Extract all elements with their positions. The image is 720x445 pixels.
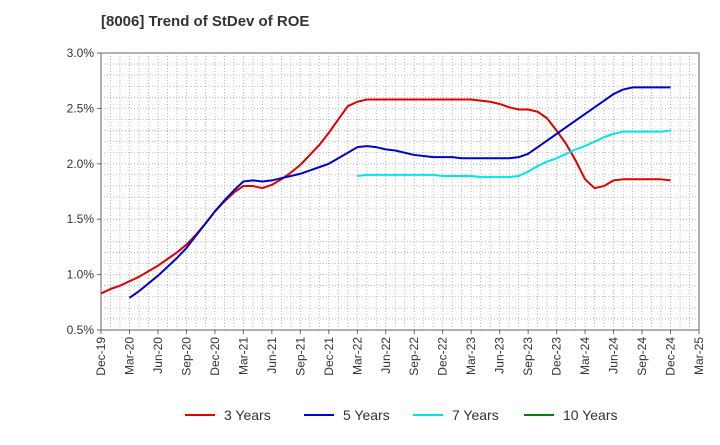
x-tick-label: Mar-24 bbox=[578, 337, 592, 375]
series-line-5-years bbox=[128, 86, 671, 299]
x-tick-label: Sep-22 bbox=[407, 337, 421, 376]
series-layer bbox=[100, 86, 671, 299]
legend: 3 Years 5 Years 7 Years 10 Years bbox=[185, 407, 618, 423]
y-tick-label: 0.5% bbox=[67, 323, 95, 337]
legend-label: 5 Years bbox=[343, 407, 390, 423]
x-tick-label: Mar-20 bbox=[122, 337, 136, 375]
y-tick-label: 1.0% bbox=[67, 268, 95, 282]
x-tick-label: Dec-22 bbox=[436, 337, 450, 376]
x-tick-label: Mar-25 bbox=[692, 337, 706, 375]
axis-layer: 0.5% 1.0% 1.5% 2.0% 2.5% 3.0% Dec-19 Mar-20 Jun-… bbox=[67, 46, 706, 376]
legend-label: 10 Years bbox=[563, 407, 618, 423]
y-tick-label: 2.5% bbox=[67, 101, 95, 115]
x-tick-label: Jun-21 bbox=[265, 337, 279, 374]
y-tick-label: 1.5% bbox=[67, 212, 95, 226]
y-tick-label: 3.0% bbox=[67, 46, 95, 60]
legend-label: 3 Years bbox=[224, 407, 271, 423]
chart-title: [8006] Trend of StDev of ROE bbox=[101, 13, 310, 30]
grid-layer bbox=[100, 52, 700, 331]
y-tick-label: 2.0% bbox=[67, 157, 95, 171]
x-tick-label: Dec-20 bbox=[208, 337, 222, 376]
x-tick-label: Mar-22 bbox=[350, 337, 364, 375]
x-tick-label: Jun-20 bbox=[151, 337, 165, 374]
x-tick-label: Dec-21 bbox=[322, 337, 336, 376]
x-tick-label: Sep-24 bbox=[635, 337, 649, 376]
x-tick-label: Sep-23 bbox=[521, 337, 535, 376]
x-tick-label: Jun-22 bbox=[379, 337, 393, 374]
x-tick-label: Sep-21 bbox=[293, 337, 307, 376]
x-tick-label: Mar-23 bbox=[464, 337, 478, 375]
x-tick-label: Dec-19 bbox=[94, 337, 108, 376]
x-tick-label: Dec-24 bbox=[664, 337, 678, 376]
x-tick-label: Sep-20 bbox=[179, 337, 193, 376]
x-tick-label: Dec-23 bbox=[550, 337, 564, 376]
x-tick-label: Mar-21 bbox=[236, 337, 250, 375]
x-tick-label: Jun-24 bbox=[607, 337, 621, 374]
series-line-7-years bbox=[357, 129, 671, 179]
plot-area bbox=[100, 52, 700, 331]
legend-label: 7 Years bbox=[452, 407, 499, 423]
x-tick-label: Jun-23 bbox=[493, 337, 507, 374]
